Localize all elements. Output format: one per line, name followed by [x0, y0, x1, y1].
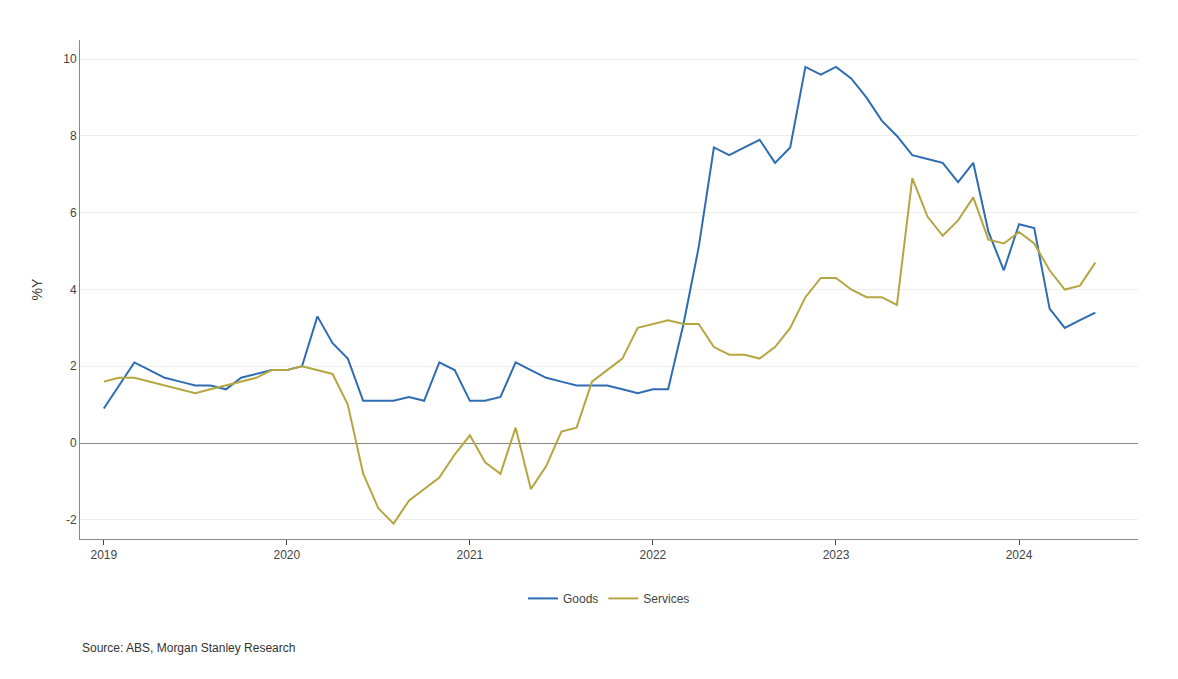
- svg-text:2019: 2019: [90, 548, 117, 562]
- svg-text:Services: Services: [643, 592, 689, 606]
- svg-text:2023: 2023: [823, 548, 850, 562]
- svg-text:2022: 2022: [640, 548, 667, 562]
- svg-text:2020: 2020: [273, 548, 300, 562]
- svg-text:%Y: %Y: [29, 278, 45, 300]
- svg-text:4: 4: [70, 283, 77, 297]
- svg-text:-2: -2: [66, 513, 77, 527]
- svg-text:8: 8: [70, 129, 77, 143]
- svg-text:Source: ABS, Morgan Stanley Re: Source: ABS, Morgan Stanley Research: [82, 641, 295, 655]
- svg-text:Goods: Goods: [563, 592, 598, 606]
- svg-text:2: 2: [70, 359, 77, 373]
- svg-text:10: 10: [63, 52, 77, 66]
- svg-text:2021: 2021: [457, 548, 484, 562]
- svg-text:6: 6: [70, 206, 77, 220]
- svg-text:2024: 2024: [1006, 548, 1033, 562]
- svg-text:0: 0: [70, 436, 77, 450]
